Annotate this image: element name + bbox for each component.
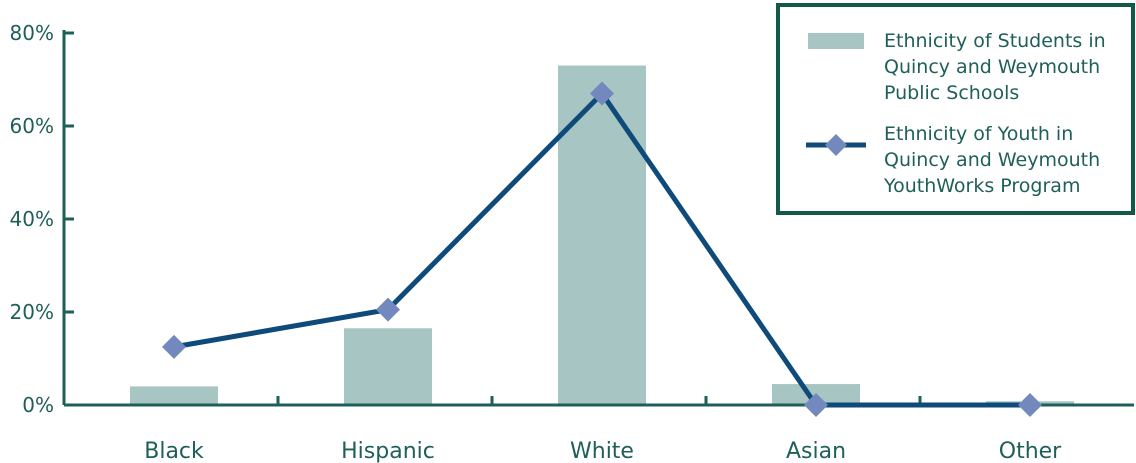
legend-line-label-line-2: Quincy and Weymouth [884,149,1100,171]
marker-other [1018,393,1042,417]
legend-bar-label-line-3: Public Schools [884,82,1019,104]
legend-bar-label: Ethnicity of Students in Quincy and Weym… [884,30,1112,104]
category-label-other: Other [999,439,1062,463]
category-label-hispanic: Hispanic [341,439,435,463]
y-tick-label: 80% [10,21,54,45]
marker-white [590,81,614,106]
marker-black [162,334,186,359]
category-label-black: Black [144,439,204,463]
y-tick-label: 20% [10,300,54,324]
category-label-white: White [570,439,634,463]
legend-line-label-line-3: YouthWorks Program [883,175,1080,197]
y-tick-label: 60% [10,114,54,138]
legend: Ethnicity of Students in Quincy and Weym… [776,3,1135,215]
line-series [162,81,1042,417]
legend-bar-label-line-2: Quincy and Weymouth [884,56,1100,78]
legend-bar-swatch [808,33,864,49]
y-axis-ticks: 0% 20% 40% 60% 80% [10,21,74,417]
y-tick-label: 0% [22,393,54,417]
legend-diamond-marker [825,134,847,156]
legend-bar-label-line-1: Ethnicity of Students in [884,30,1106,52]
category-label-asian: Asian [786,439,846,463]
y-tick-label: 40% [10,207,54,231]
legend-line-label-line-1: Ethnicity of Youth in [884,123,1073,145]
bar-white [558,65,646,406]
marker-asian [804,393,828,417]
marker-hispanic [376,297,400,322]
bar-hispanic [344,328,432,405]
category-labels: Black Hispanic White Asian Other [144,439,1062,463]
bar-black [130,386,218,405]
legend-line-label: Ethnicity of Youth in Quincy and Weymout… [883,123,1106,197]
